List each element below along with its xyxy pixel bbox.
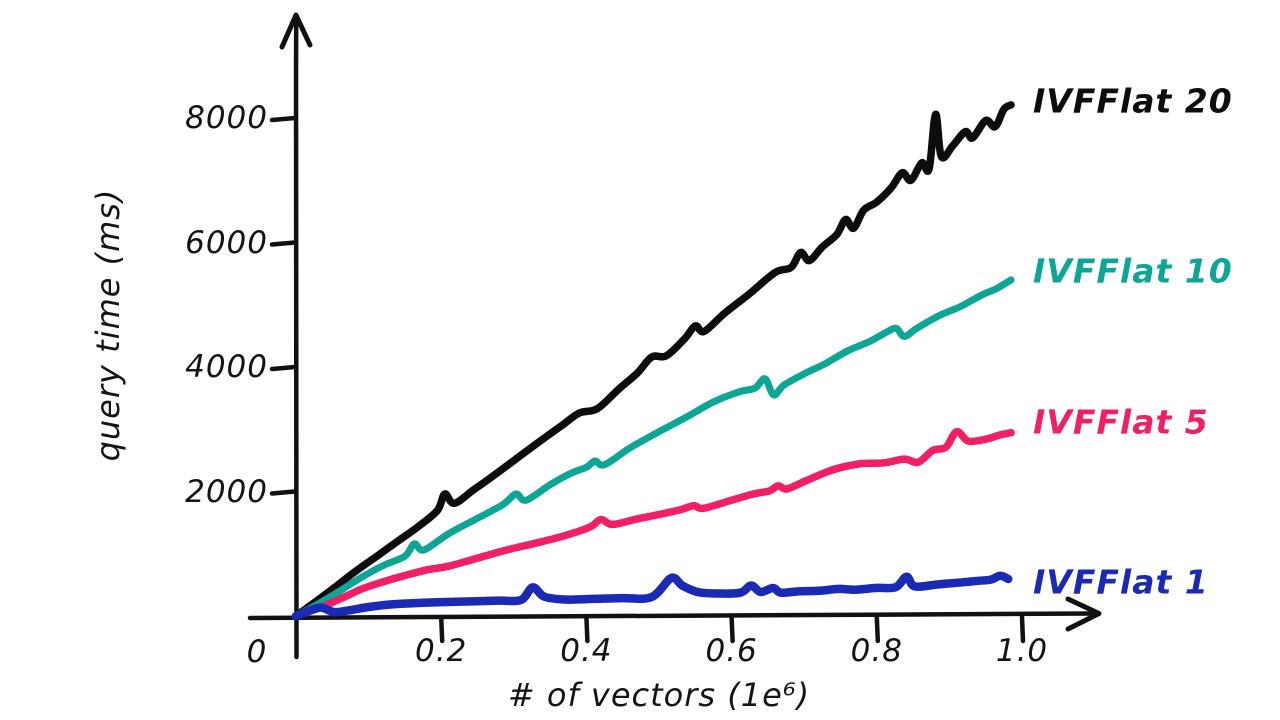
y-tick-label-2000: 2000 (185, 473, 268, 510)
series-line-ivfflat-5 (292, 427, 1015, 620)
y-tick-4000 (269, 364, 298, 372)
x-tick-label-0.2: 0.2 (415, 633, 468, 669)
x-tick-1.0 (1019, 614, 1026, 644)
x-tick-0.4 (584, 614, 590, 644)
y-axis (293, 19, 300, 660)
x-tick-0.8 (874, 614, 881, 644)
legend-label-ivfflat-5: IVFFlat 5 (1033, 402, 1209, 442)
legend-label-ivfflat-1: IVFFlat 1 (1033, 562, 1209, 602)
x-tick-label-0: 0 (246, 634, 268, 670)
y-tick-label-6000: 6000 (185, 224, 268, 261)
x-axis-arrowhead (1065, 596, 1102, 632)
series-line-ivfflat-1 (291, 571, 1013, 621)
x-tick-label-0.4: 0.4 (560, 633, 613, 669)
legend-label-ivfflat-20: IVFFlat 20 (1033, 81, 1233, 121)
y-axis-arrowhead (279, 12, 313, 50)
y-tick-2000 (269, 489, 298, 496)
x-tick-label-0.6: 0.6 (705, 633, 758, 669)
x-tick-label-0.8: 0.8 (850, 633, 903, 669)
x-axis-title: # of vectors (1e⁶) (507, 676, 811, 714)
legend-label-ivfflat-10: IVFFlat 10 (1033, 251, 1233, 291)
y-axis-title: query time (ms) (89, 188, 127, 462)
y-tick-label-8000: 8000 (185, 100, 268, 136)
y-tick-6000 (269, 240, 298, 247)
x-axis (247, 611, 1095, 621)
y-tick-label-4000: 4000 (185, 349, 268, 385)
y-tick-8000 (269, 115, 298, 123)
x-tick-label-1.0: 1.0 (995, 633, 1049, 669)
x-tick-0.2 (438, 614, 445, 644)
series-line-ivfflat-20 (292, 101, 1015, 620)
series-line-ivfflat-10 (292, 276, 1015, 620)
x-tick-0.6 (729, 614, 735, 644)
